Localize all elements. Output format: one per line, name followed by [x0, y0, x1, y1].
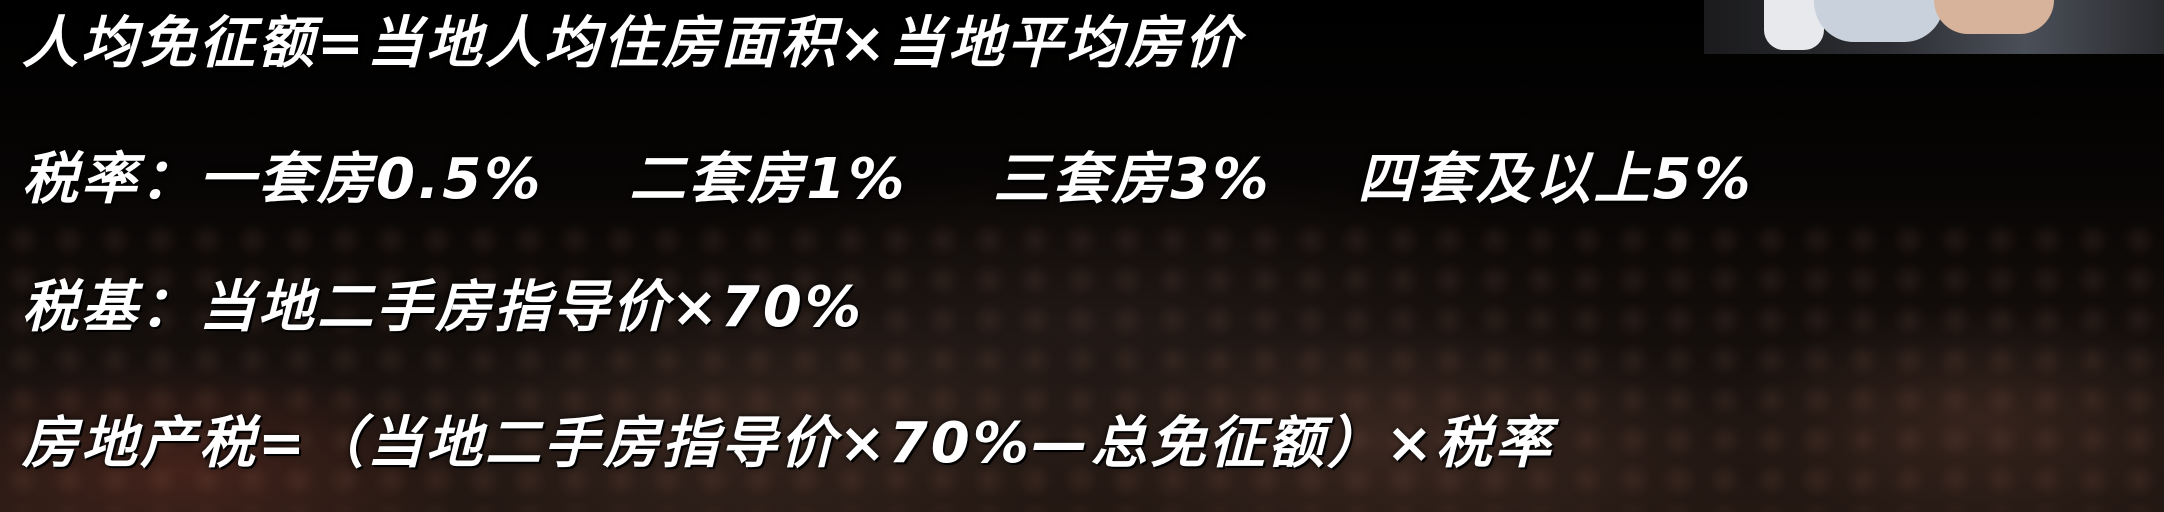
- tax-rate-tier-1: 一套房0.5%: [199, 147, 544, 212]
- tax-rate-tier-4: 四套及以上5%: [1357, 147, 1754, 212]
- tax-rate-label: 税率：: [22, 147, 199, 212]
- presenter-shirt: [1814, 0, 1944, 42]
- tax-rate-tier-2: 二套房1%: [629, 147, 908, 212]
- tax-rate-line: 税率：一套房0.5% 二套房1% 三套房3% 四套及以上5%: [22, 150, 1754, 210]
- free-amount-formula: 人均免征额=当地人均住房面积×当地平均房价: [22, 11, 1243, 76]
- tax-base-line: 税基：当地二手房指导价×70%: [22, 275, 864, 340]
- property-tax-formula: 房地产税=（当地二手房指导价×70%—总免征额）×税率: [22, 411, 1554, 476]
- crowd-texture: [0, 220, 2164, 512]
- presenter-hand: [1934, 0, 2054, 34]
- presenter-video-inset: [1704, 0, 2164, 54]
- tax-rate-tier-3: 三套房3%: [993, 147, 1272, 212]
